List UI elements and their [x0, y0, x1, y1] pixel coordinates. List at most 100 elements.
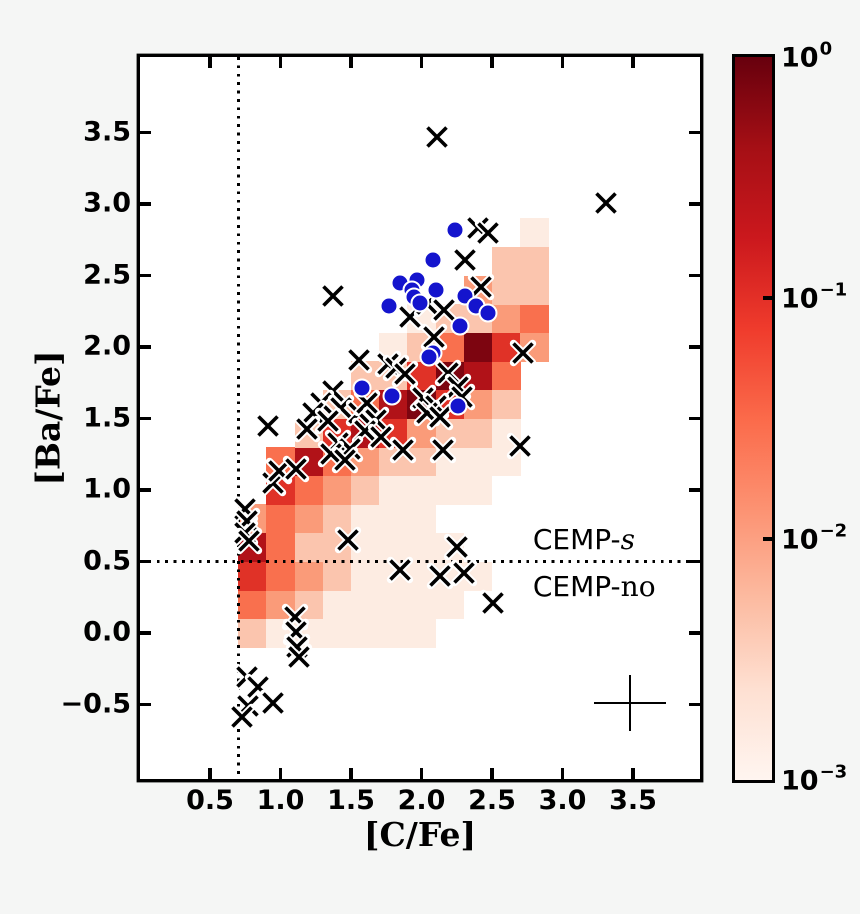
heat-cell: [294, 561, 324, 591]
y-tick-left: [140, 488, 151, 492]
x-tick-bottom: [208, 768, 212, 779]
heat-cell: [294, 504, 324, 534]
heat-cell: [520, 304, 549, 334]
heat-cell: [238, 561, 267, 591]
y-tick-left: [140, 202, 151, 206]
y-tick-label: 2.5: [83, 258, 131, 290]
heat-cell: [492, 389, 521, 419]
y-tick-right: [689, 488, 700, 492]
x-tick-top: [278, 57, 283, 68]
x-tick-top: [208, 57, 212, 68]
x-tick-label: 2.0: [397, 785, 446, 816]
x-tick-top: [490, 57, 494, 68]
x-marker: [506, 432, 534, 459]
x-marker: [294, 415, 321, 442]
heat-cell: [435, 475, 465, 505]
x-tick-bottom: [349, 768, 353, 779]
heat-cell: [520, 218, 549, 248]
heat-cell: [322, 618, 352, 648]
heat-cell: [266, 532, 296, 562]
cemp-class-label: CEMP-no: [532, 570, 656, 604]
x-marker: [367, 423, 394, 451]
y-tick-right: [689, 631, 700, 635]
y-tick-right: [689, 416, 700, 421]
reference-line-layer: [140, 57, 700, 779]
colorbar: [735, 57, 772, 780]
heat-cell: [435, 590, 465, 620]
x-marker: [282, 455, 310, 482]
x-marker: [332, 446, 359, 474]
annotation-layer: CEMP-s CEMP-no: [140, 57, 700, 779]
y-tick-right: [689, 559, 700, 564]
colorbar-tick-label: 10−1: [781, 279, 848, 315]
blue-circle-marker: [410, 293, 430, 313]
heat-cell: [407, 475, 437, 505]
y-tick-right: [689, 702, 700, 707]
x-tick-bottom: [560, 768, 565, 779]
x-tick-top: [631, 57, 635, 68]
heat-cell: [266, 504, 296, 534]
blue-circle-marker: [445, 220, 465, 240]
blue-circle-marker: [379, 296, 399, 316]
x-tick-label: 1.5: [327, 785, 375, 816]
x-marker: [236, 528, 263, 555]
heat-cell: [379, 618, 408, 648]
y-tick-left: [140, 273, 151, 278]
y-tick-left: [140, 416, 151, 421]
x-marker: [315, 408, 342, 435]
x-marker: [254, 412, 281, 439]
heat-cell: [266, 561, 296, 591]
colorbar-tick: [763, 296, 772, 300]
x-marker: [229, 704, 256, 731]
x-axis-label: [C/Fe]: [363, 815, 477, 854]
heat-cell: [351, 475, 380, 505]
heat-cell: [351, 561, 380, 591]
heat-cell: [294, 475, 324, 505]
x-tick-label: 2.5: [468, 785, 516, 816]
y-tick-left: [140, 559, 151, 564]
x-marker: [391, 360, 418, 388]
heat-cell: [492, 361, 521, 391]
y-tick-left: [140, 702, 151, 707]
blue-circle-marker: [423, 250, 443, 270]
blue-circle-marker: [448, 396, 468, 416]
heat-cell: [463, 475, 493, 505]
y-tick-label: −0.5: [60, 687, 131, 719]
heat-cell: [322, 590, 352, 620]
heat-cell: [238, 618, 267, 648]
plot-area: CEMP-s CEMP-no: [140, 57, 700, 779]
heat-cell: [379, 504, 408, 534]
colorbar-tick-label: 10−2: [781, 520, 848, 556]
heat-cell: [322, 475, 352, 505]
y-tick-left: [140, 345, 151, 349]
y-tick-right: [689, 345, 700, 349]
x-marker: [346, 346, 373, 374]
x-tick-bottom: [278, 768, 283, 779]
heat-cell: [492, 275, 521, 305]
y-tick-left: [140, 631, 151, 635]
blue-circle-marker: [426, 280, 446, 300]
x-tick-label: 3.5: [609, 785, 657, 816]
y-tick-label: 2.0: [83, 330, 131, 362]
heat-cell: [463, 418, 493, 448]
heat-cell: [379, 590, 408, 620]
x-marker: [423, 123, 451, 150]
colorbar-tick: [763, 537, 772, 541]
x-marker: [509, 339, 537, 366]
colorbar-tick-label: 10−3: [781, 761, 848, 797]
heat-cell: [238, 590, 267, 620]
x-marker: [593, 189, 620, 216]
x-marker: [426, 562, 454, 589]
cemp-carbon-threshold-line: [236, 57, 240, 779]
cemp-class-label: CEMP-s: [532, 523, 636, 557]
scatter-marker-layer: [140, 57, 700, 779]
heat-cell: [294, 532, 324, 562]
x-marker: [285, 644, 313, 671]
y-tick-label: 3.0: [83, 187, 131, 219]
y-tick-label: 1.5: [83, 401, 131, 433]
heat-cell: [322, 561, 352, 591]
heat-cell: [351, 618, 380, 648]
y-tick-label: 3.5: [83, 115, 131, 147]
heat-cell: [407, 590, 437, 620]
